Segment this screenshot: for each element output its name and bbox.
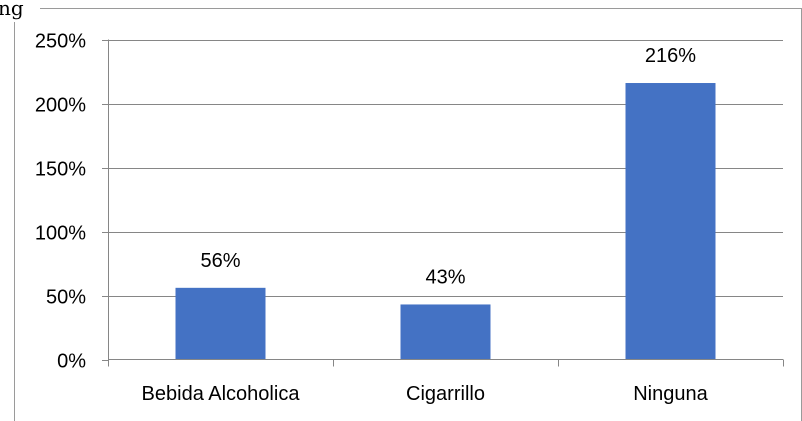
x-category-label: Bebida Alcoholica	[142, 383, 301, 405]
labels: 0% 50% 100% 150% 200% 250% 56% Bebida Alcoholic…	[35, 31, 709, 406]
y-tick-label: 100%	[35, 223, 86, 245]
bar	[400, 304, 491, 360]
bar	[175, 287, 266, 360]
cropped-caption-text: ng	[0, 0, 24, 20]
axes	[102, 39, 784, 367]
bars	[175, 83, 716, 360]
data-label: 216%	[645, 45, 696, 67]
y-tick-label: 50%	[46, 287, 86, 309]
x-category-label: Cigarrillo	[406, 383, 485, 405]
y-tick-label: 150%	[35, 159, 86, 181]
data-label: 43%	[425, 266, 465, 288]
data-label: 56%	[200, 250, 240, 272]
y-tick-label: 250%	[35, 31, 86, 53]
y-tick-label: 200%	[35, 95, 86, 117]
x-category-label: Ninguna	[633, 383, 708, 405]
y-tick-label: 0%	[57, 351, 86, 373]
bar	[625, 83, 716, 360]
